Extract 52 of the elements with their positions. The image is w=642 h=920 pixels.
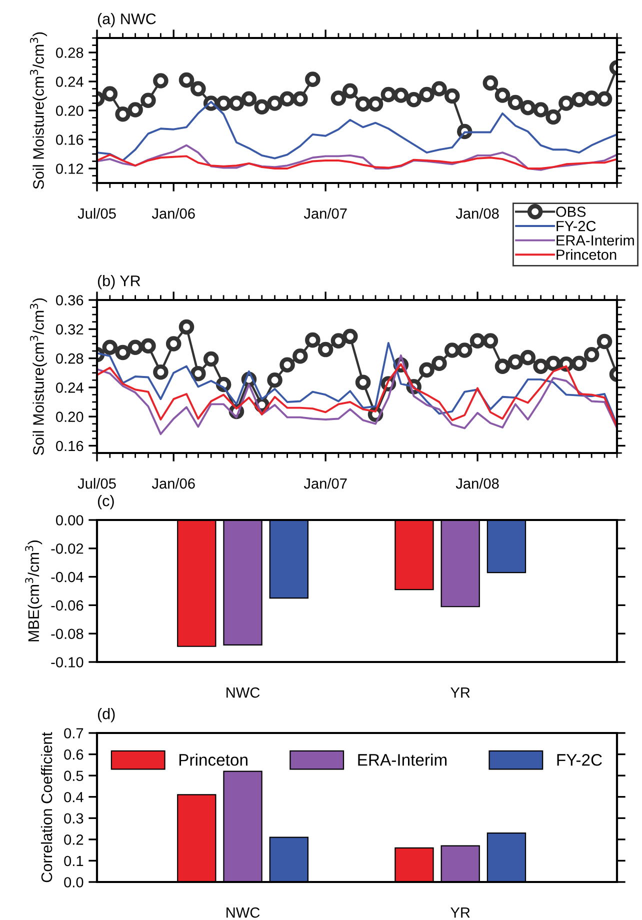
x-tick-label: Jul/05 (78, 478, 116, 489)
x-tick-label: Jan/07 (304, 208, 347, 219)
x-tick-label: YR (450, 908, 470, 918)
chart-title: (c) (98, 495, 114, 510)
x-tick-label: Jul/05 (78, 208, 116, 219)
y-tick-label: 0.6 (64, 749, 84, 760)
y-tick-label: -0.10 (51, 657, 84, 668)
y-tick-label: 0.2 (64, 834, 84, 845)
y-tick-label: -0.08 (51, 628, 84, 640)
legend-label: Princeton (556, 249, 616, 260)
y-tick-label: 0.28 (56, 48, 84, 58)
y-tick-label: -0.02 (51, 544, 84, 554)
y-tick-label: 0.3 (64, 813, 84, 824)
y-axis-title: Correlation Coefficient (40, 732, 52, 882)
legend-label: OBS (556, 206, 586, 217)
x-tick-label: NWC (226, 907, 260, 918)
y-tick-label: 0.0 (64, 877, 84, 888)
y-tick-label: 0.4 (64, 792, 84, 802)
x-tick-label: Jan/08 (456, 478, 499, 489)
y-tick-label: 0.12 (56, 164, 84, 174)
y-tick-label: 0.20 (56, 412, 84, 422)
y-tick-label: 0.00 (56, 515, 84, 526)
chart-title: (b) YR (98, 275, 140, 290)
x-tick-label: YR (450, 688, 470, 698)
y-axis-title: MBE(cm$^{3}$/cm$^{3}$) (25, 540, 42, 642)
y-tick-label: 0.36 (56, 295, 84, 306)
legend-label: Princeton (179, 754, 248, 766)
y-tick-label: 0.20 (56, 106, 84, 116)
legend-label: ERA-Interim (556, 234, 634, 246)
y-axis-title: Soil Moisture(cm$^{3}$/cm$^{3}$) (30, 298, 47, 455)
y-tick-label: 0.16 (56, 440, 84, 452)
x-tick-label: Jan/07 (304, 478, 347, 489)
y-tick-label: 0.7 (64, 728, 84, 738)
y-tick-label: 0.32 (56, 324, 84, 335)
legend-label: FY-2C (556, 220, 596, 232)
y-tick-label: 0.28 (56, 353, 84, 364)
y-tick-label: 0.1 (64, 856, 84, 866)
y-tick-label: 0.16 (56, 134, 84, 145)
y-tick-label: 0.24 (56, 382, 84, 393)
y-tick-label: -0.04 (51, 572, 84, 582)
x-tick-label: Jan/08 (456, 208, 499, 219)
x-tick-label: Jan/06 (152, 208, 195, 219)
chart-title: (a) NWC (98, 13, 156, 28)
x-tick-label: NWC (226, 687, 260, 698)
legend-label: FY-2C (557, 754, 602, 766)
chart-title: (d) (98, 708, 115, 722)
legend-label: ERA-Interim (358, 754, 446, 766)
y-tick-label: -0.06 (51, 600, 84, 611)
y-tick-label: 0.24 (56, 76, 84, 87)
y-tick-label: 0.5 (64, 770, 84, 781)
x-tick-label: Jan/06 (152, 478, 195, 489)
y-axis-title: Soil Moisture(cm$^{3}$/cm$^{3}$) (30, 32, 47, 189)
